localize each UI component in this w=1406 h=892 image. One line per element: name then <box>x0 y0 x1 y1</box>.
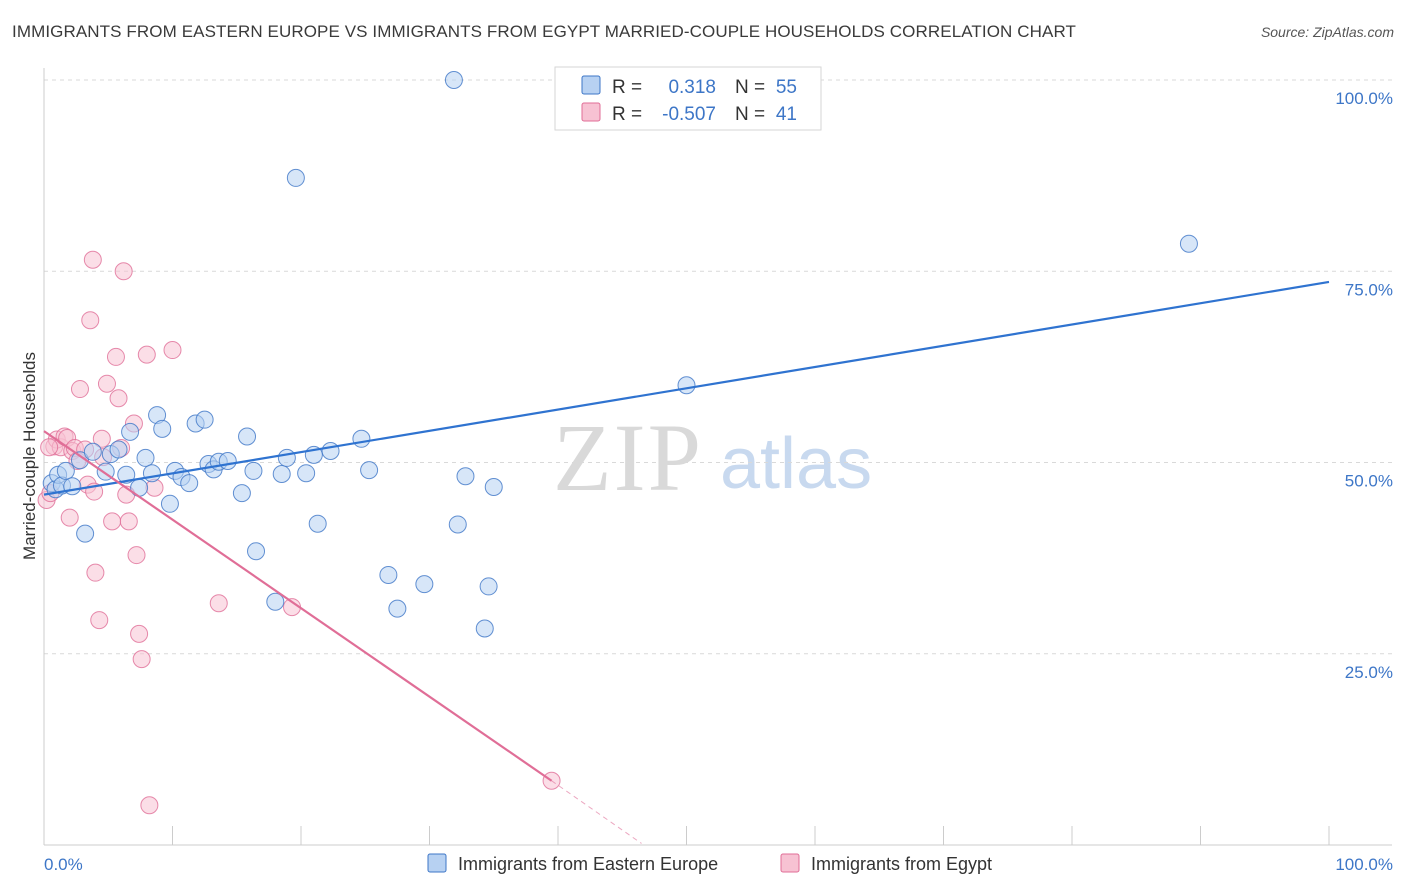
eastern-europe-point-32 <box>247 542 266 561</box>
legend-n-value-2: 41 <box>776 104 797 125</box>
egypt-point-14 <box>81 311 100 330</box>
bottom-legend-label-egypt: Immigrants from Egypt <box>811 854 992 874</box>
legend-r-label-2: R = <box>612 104 642 125</box>
source-credit: Source: ZipAtlas.com <box>1260 24 1394 40</box>
eastern-europe-point-22 <box>180 474 199 493</box>
y-tick-label-2: 75.0% <box>1345 280 1393 299</box>
egypt-point-7 <box>60 508 79 527</box>
trend-line-eastern-europe <box>43 280 1330 496</box>
eastern-europe-point-46 <box>444 71 463 89</box>
y-tick-label-0: 25.0% <box>1345 663 1393 682</box>
eastern-europe-point-33 <box>266 592 285 611</box>
eastern-europe-point-29 <box>232 484 251 503</box>
bottom-legend-label-eastern-europe: Immigrants from Eastern Europe <box>458 854 718 874</box>
egypt-point-19 <box>92 429 111 448</box>
eastern-europe-point-50 <box>479 577 498 596</box>
eastern-europe-point-6 <box>70 451 89 470</box>
bottom-legend-swatch-eastern-europe <box>427 853 447 873</box>
series-egypt-points <box>37 250 561 815</box>
gridlines <box>44 79 1392 655</box>
eastern-europe-point-49 <box>475 619 494 638</box>
eastern-europe-point-42 <box>360 461 379 480</box>
eastern-europe-point-24 <box>195 410 214 429</box>
eastern-europe-point-37 <box>297 464 316 483</box>
egypt-point-26 <box>114 262 133 281</box>
egypt-point-28 <box>119 512 138 531</box>
eastern-europe-point-53 <box>677 376 696 395</box>
y-axis-title: Married-couple Households <box>20 352 39 560</box>
egypt-point-24 <box>109 389 128 408</box>
watermark-atlas: atlas <box>720 424 872 504</box>
eastern-europe-point-41 <box>352 429 371 448</box>
eastern-europe-point-44 <box>388 599 407 618</box>
eastern-europe-point-40 <box>321 442 340 461</box>
trend-line-egypt-extension <box>551 780 642 844</box>
eastern-europe-point-15 <box>136 448 155 467</box>
eastern-europe-point-16 <box>142 464 161 483</box>
eastern-europe-point-47 <box>448 515 467 534</box>
eastern-europe-point-35 <box>277 448 296 467</box>
egypt-point-40 <box>40 438 59 457</box>
eastern-europe-point-43 <box>379 565 398 584</box>
legend-r-value-2: -0.507 <box>662 104 716 125</box>
egypt-point-23 <box>106 347 125 366</box>
egypt-point-21 <box>97 374 116 393</box>
correlation-legend: R = 0.318 N = 55 R = -0.507 N = 41 <box>554 66 822 131</box>
legend-r-value-1: 0.318 <box>668 77 716 98</box>
legend-swatch-eastern-europe <box>581 75 601 95</box>
eastern-europe-point-36 <box>286 168 305 187</box>
eastern-europe-point-13 <box>121 422 140 441</box>
egypt-point-31 <box>130 624 149 643</box>
egypt-point-11 <box>70 380 89 399</box>
series-legend: Immigrants from Eastern Europe Immigrant… <box>427 853 992 874</box>
x-tick-label-1: 100.0% <box>1335 855 1393 874</box>
eastern-europe-point-18 <box>153 419 172 438</box>
eastern-europe-point-7 <box>76 524 95 543</box>
trend-lines <box>43 280 1330 844</box>
series-eastern-europe-points <box>42 71 1198 638</box>
eastern-europe-point-30 <box>238 427 257 446</box>
eastern-europe-point-45 <box>415 575 434 594</box>
eastern-europe-point-54 <box>1179 234 1198 253</box>
egypt-point-17 <box>86 563 105 582</box>
eastern-europe-point-8 <box>83 442 102 461</box>
egypt-point-22 <box>103 512 122 531</box>
watermark: ZIP atlas <box>553 404 872 511</box>
eastern-europe-point-31 <box>244 461 263 480</box>
trend-line-egypt <box>43 430 553 782</box>
watermark-zip: ZIP <box>553 404 703 511</box>
y-tick-label-1: 50.0% <box>1345 472 1393 491</box>
eastern-europe-point-4 <box>56 461 75 480</box>
legend-n-label-2: N = <box>735 104 765 125</box>
bottom-legend-swatch-egypt <box>780 853 800 873</box>
x-tick-labels: 0.0% 100.0% <box>44 855 1393 874</box>
eastern-europe-point-12 <box>117 465 136 484</box>
y-tick-labels: 25.0% 50.0% 75.0% 100.0% <box>1335 89 1393 682</box>
chart-title: IMMIGRANTS FROM EASTERN EUROPE VS IMMIGR… <box>12 22 1077 41</box>
egypt-point-33 <box>137 345 156 364</box>
egypt-point-37 <box>209 594 228 613</box>
legend-n-value-1: 55 <box>776 77 797 98</box>
eastern-europe-point-28 <box>218 451 237 470</box>
legend-swatch-egypt <box>581 102 601 122</box>
eastern-europe-point-48 <box>456 467 475 486</box>
legend-r-label-1: R = <box>612 77 642 98</box>
axes <box>43 68 1392 846</box>
egypt-point-36 <box>163 341 182 360</box>
eastern-europe-point-51 <box>484 477 503 496</box>
legend-n-label-1: N = <box>735 77 765 98</box>
eastern-europe-point-19 <box>160 494 179 513</box>
egypt-point-30 <box>127 546 146 565</box>
egypt-point-15 <box>83 250 102 269</box>
y-tick-label-3: 100.0% <box>1335 89 1393 108</box>
egypt-point-32 <box>132 650 151 669</box>
egypt-point-18 <box>90 611 109 630</box>
eastern-europe-point-5 <box>63 477 82 496</box>
eastern-europe-point-34 <box>272 464 291 483</box>
eastern-europe-point-39 <box>308 514 327 533</box>
x-tick-label-0: 0.0% <box>44 855 83 874</box>
egypt-point-34 <box>140 796 159 815</box>
eastern-europe-point-11 <box>109 440 128 459</box>
